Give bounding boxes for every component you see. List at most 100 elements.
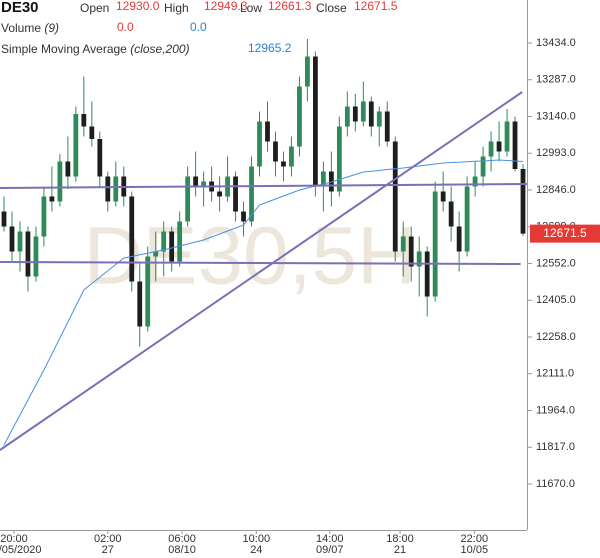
candle-body (504, 121, 510, 152)
candle-body (464, 186, 470, 252)
candle-body (129, 196, 135, 282)
candle-body (424, 251, 430, 297)
x-tick-label: 22:00 (461, 533, 489, 545)
candle-body (360, 101, 366, 122)
candle-body (512, 121, 518, 169)
volume-param: (9) (44, 21, 59, 35)
candle-body (392, 141, 398, 252)
y-tick-label: 11670.0 (536, 478, 575, 490)
candle-body (9, 226, 15, 252)
candle-body (105, 176, 111, 202)
x-tick-date: 10/05 (461, 544, 489, 556)
candle-body (472, 176, 478, 187)
candle-body (432, 191, 438, 297)
candle-body (320, 171, 326, 187)
volume-value: 0.0 (117, 20, 134, 34)
last-price-box (530, 224, 600, 243)
candle-body (257, 121, 262, 167)
sma-value: 12965.2 (248, 41, 292, 55)
candle-body (289, 146, 294, 167)
candle-body (448, 201, 454, 227)
candle-body (57, 161, 63, 202)
low-label: Low (240, 1, 262, 15)
candle-body (241, 211, 246, 222)
volume-name: Volume (1, 21, 41, 35)
x-tick-date: 09/07 (316, 544, 344, 556)
x-tick-date: 27 (102, 544, 114, 556)
sma-line (3, 159, 524, 446)
x-tick-label: 06:00 (168, 533, 196, 545)
candle-body (161, 231, 167, 252)
sma-label: Simple Moving Average (close,200) (1, 42, 190, 56)
high-label: High (164, 1, 189, 15)
y-tick-label: 13140.0 (536, 110, 576, 122)
candle-body (137, 281, 143, 327)
open-label: Open (80, 1, 109, 15)
candle-body (97, 139, 103, 177)
candle-body (153, 251, 159, 257)
x-tick-label: 18:00 (386, 533, 414, 545)
candle-body (249, 166, 254, 222)
last-price-label: 12671.5 (543, 226, 587, 240)
open-value: 12930.0 (116, 0, 160, 13)
candle-body (384, 111, 390, 142)
close-label: Close (316, 1, 347, 15)
candle-body (177, 221, 183, 262)
y-tick-label: 12111.0 (536, 368, 574, 380)
x-tick-label: 14:00 (316, 533, 344, 545)
candle-body (49, 196, 55, 202)
candle-body (416, 251, 422, 267)
trend-line (0, 261, 521, 265)
candle-body (169, 231, 175, 262)
candle-body (113, 176, 119, 202)
close-value: 12671.5 (354, 0, 398, 13)
volume-value: 0.0 (190, 20, 207, 34)
candle-body (185, 176, 191, 222)
candle-body (41, 196, 47, 237)
candle-body (456, 226, 462, 252)
trend-line (0, 183, 528, 189)
x-tick-date: 24 (250, 544, 262, 556)
candle-body (305, 56, 310, 87)
header: DE30 Open 12930.0 High 12949.3 Low 12661… (1, 0, 398, 56)
candle-body (376, 111, 382, 127)
candle-body (297, 86, 302, 147)
x-tick-date: 21 (394, 544, 406, 556)
candle-body (281, 161, 286, 167)
y-tick-label: 12258.0 (536, 331, 576, 343)
candle-body (89, 126, 95, 139)
candle-body (193, 176, 199, 187)
candle-body (520, 169, 526, 234)
candle-body (440, 191, 446, 202)
candle-body (352, 106, 358, 122)
candle-body (217, 191, 222, 197)
candle-body (488, 141, 494, 157)
y-tick-label: 12846.0 (536, 184, 576, 196)
plot-area (0, 39, 528, 451)
sma-param: (close,200) (130, 42, 189, 56)
y-tick-label: 11964.0 (536, 404, 575, 416)
candle-body (265, 121, 270, 142)
candle-body (145, 256, 151, 327)
y-tick-label: 13434.0 (536, 37, 576, 49)
sma-name: Simple Moving Average (1, 42, 127, 56)
candle-body (33, 236, 39, 277)
x-tick-date: 08/10 (168, 544, 196, 556)
candle-body (1, 211, 7, 227)
y-tick-label: 11817.0 (536, 441, 575, 453)
y-tick-label: 12993.0 (536, 147, 576, 159)
candle-body (408, 236, 414, 267)
y-tick-label: 12552.0 (536, 257, 576, 269)
x-tick-label: 02:00 (94, 533, 122, 545)
candle-body (65, 161, 71, 177)
candle-body (17, 231, 23, 252)
trend-line (0, 91, 523, 451)
low-value: 12661.3 (268, 0, 312, 13)
candle-body (273, 141, 278, 162)
candle-body (313, 56, 318, 187)
axes: 13434.013287.013140.012993.012846.012699… (0, 37, 600, 556)
candle-body (480, 156, 486, 177)
candle-body (233, 176, 238, 212)
candle-body (496, 141, 502, 152)
